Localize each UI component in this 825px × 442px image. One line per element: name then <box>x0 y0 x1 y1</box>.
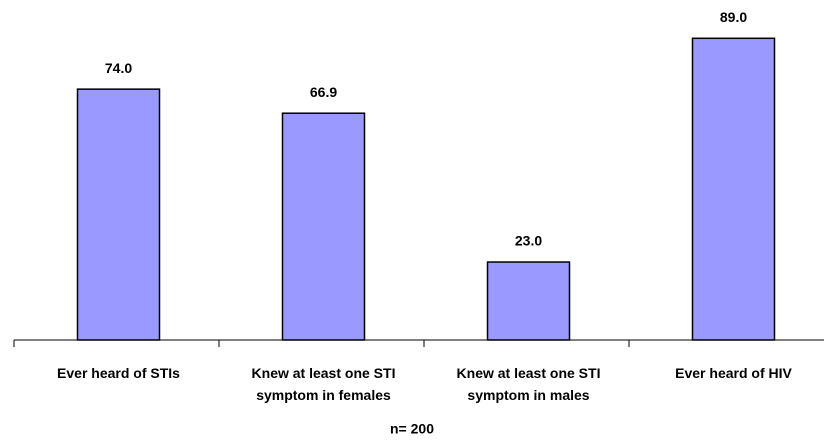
x-tick-label: Knew at least one STI symptom in females <box>251 365 396 403</box>
bar <box>281 112 366 341</box>
data-label: 74.0 <box>105 60 132 76</box>
bar <box>76 88 161 341</box>
data-label: 23.0 <box>515 233 542 249</box>
x-tick-label: Ever heard of STIs <box>57 365 180 381</box>
bar <box>691 37 776 341</box>
x-tick-label: Ever heard of HIV <box>675 365 792 381</box>
data-label: 66.9 <box>310 84 337 100</box>
x-tick-label: Knew at least one STI symptom in males <box>456 365 601 403</box>
bar <box>486 261 571 341</box>
data-label: 89.0 <box>720 9 747 25</box>
x-axis-label: n= 200 <box>390 421 434 437</box>
